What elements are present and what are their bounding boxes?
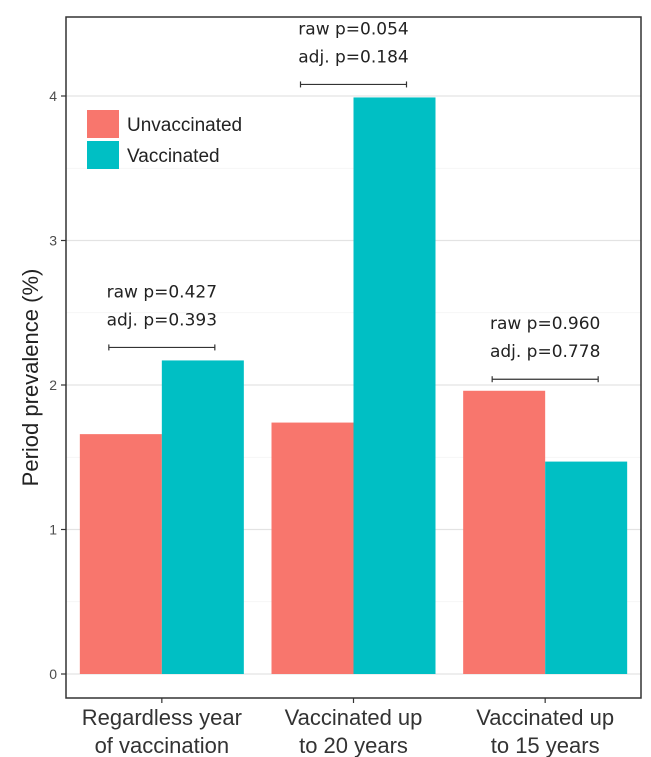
y-tick-label: 2 bbox=[49, 377, 57, 393]
bar-unvaccinated-2 bbox=[463, 390, 546, 674]
y-tick-label: 1 bbox=[49, 522, 57, 538]
p-value-label: adj. p=0.184 bbox=[298, 47, 408, 67]
significance-annotations: raw p=0.427 adj. p=0.393 raw p=0.054 adj. p… bbox=[107, 19, 600, 383]
y-axis: 0 1 2 3 4 bbox=[49, 88, 66, 682]
p-value-label: adj. p=0.778 bbox=[490, 342, 600, 362]
legend-swatch-vaccinated bbox=[87, 141, 119, 169]
y-axis-title: Period prevalence (%) bbox=[18, 269, 43, 487]
bar-vaccinated-2 bbox=[545, 461, 628, 674]
p-value-label: raw p=0.054 bbox=[298, 19, 408, 39]
bar-vaccinated-0 bbox=[161, 360, 244, 674]
p-value-label: raw p=0.427 bbox=[107, 282, 217, 302]
p-value-label: adj. p=0.393 bbox=[107, 310, 217, 330]
x-category-label: Vaccinated up bbox=[476, 705, 614, 730]
x-category-label: of vaccination bbox=[95, 733, 230, 757]
p-value-label: raw p=0.960 bbox=[490, 314, 600, 334]
bar-unvaccinated-1 bbox=[271, 422, 354, 674]
bar-unvaccinated-0 bbox=[79, 434, 162, 674]
x-axis: Regardless year of vaccination Vaccinated … bbox=[82, 698, 614, 757]
x-category-label: Regardless year bbox=[82, 705, 242, 730]
y-tick-label: 3 bbox=[49, 233, 57, 249]
x-category-label: to 15 years bbox=[491, 733, 600, 757]
x-category-label: Vaccinated up bbox=[285, 705, 423, 730]
legend-label-vaccinated: Vaccinated bbox=[127, 146, 220, 167]
legend: Unvaccinated Vaccinated bbox=[87, 110, 242, 169]
bars bbox=[79, 97, 628, 674]
y-tick-label: 4 bbox=[49, 88, 57, 104]
legend-label-unvaccinated: Unvaccinated bbox=[127, 115, 242, 136]
bar-vaccinated-1 bbox=[353, 97, 436, 674]
legend-swatch-unvaccinated bbox=[87, 110, 119, 138]
y-tick-label: 0 bbox=[49, 666, 57, 682]
x-category-label: to 20 years bbox=[299, 733, 408, 757]
